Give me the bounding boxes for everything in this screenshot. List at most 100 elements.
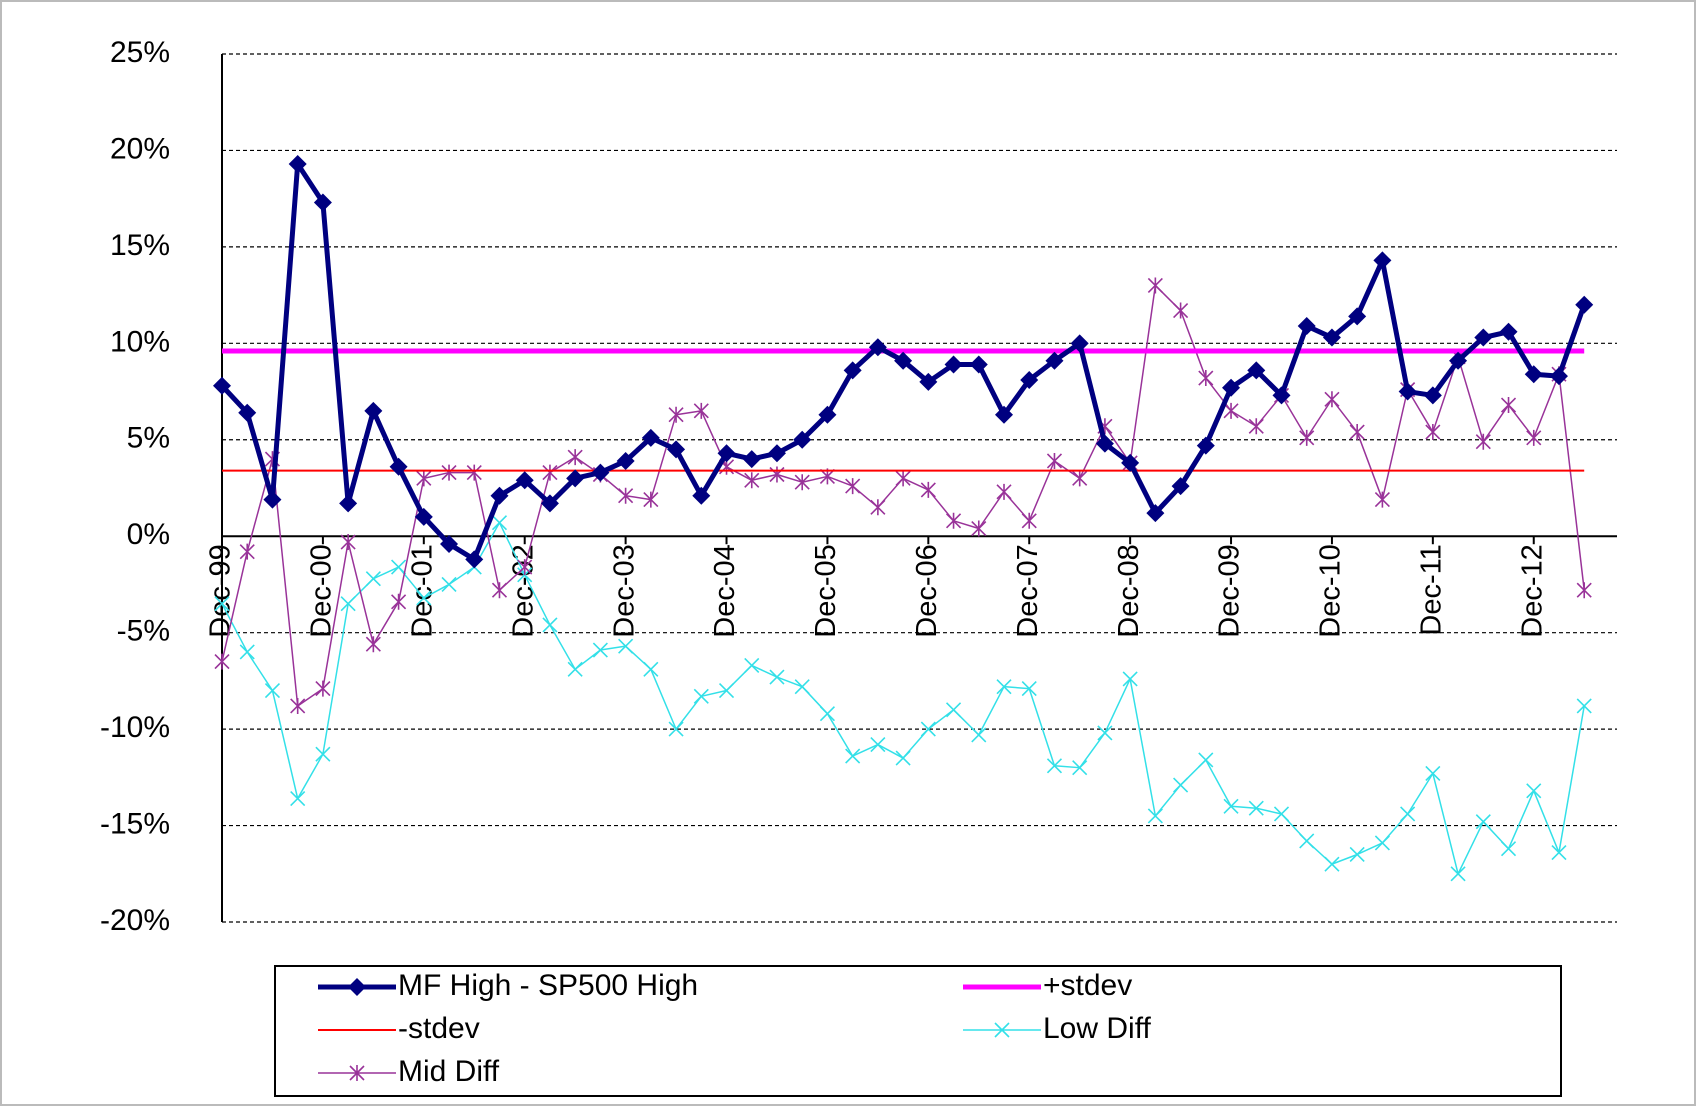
data-point (995, 405, 1014, 424)
x-tick-label: Dec-05 (810, 544, 842, 638)
legend-label: Mid Diff (398, 1055, 500, 1088)
data-point (1070, 334, 1089, 353)
legend-label: Low Diff (1043, 1012, 1151, 1045)
data-point (1299, 429, 1315, 446)
data-point (693, 402, 709, 419)
data-point (919, 372, 938, 391)
legend-label: +stdev (1043, 969, 1132, 1002)
y-tick-label: 10% (110, 325, 170, 358)
data-point (742, 450, 761, 469)
data-point (1423, 386, 1442, 405)
data-point (971, 727, 987, 743)
data-point (1248, 800, 1264, 816)
data-point (1299, 833, 1315, 849)
data-point (466, 464, 482, 481)
data-point (1173, 302, 1189, 319)
data-point (567, 661, 583, 677)
data-point (1072, 760, 1088, 776)
data-point (1021, 512, 1037, 529)
data-point (315, 746, 331, 762)
data-point (1374, 491, 1390, 508)
y-tick-label: -10% (100, 711, 170, 744)
data-point (667, 440, 686, 459)
data-point (1576, 582, 1592, 599)
data-point (315, 680, 331, 697)
y-tick-label: -15% (100, 807, 170, 840)
data-point (692, 486, 711, 505)
data-point (1373, 251, 1392, 270)
x-tick-label: Dec-03 (608, 544, 640, 638)
data-point (239, 543, 255, 560)
data-point (441, 464, 457, 481)
data-point (868, 338, 887, 357)
data-point (1526, 783, 1542, 799)
data-point (591, 463, 610, 482)
data-point (1198, 370, 1214, 387)
data-point (542, 617, 558, 633)
data-point (1475, 814, 1491, 830)
data-point (618, 487, 634, 504)
x-tick-label: Dec-11 (1416, 544, 1448, 635)
data-point (1122, 671, 1138, 687)
data-point (391, 559, 407, 575)
data-point (1524, 365, 1543, 384)
data-point (416, 590, 432, 606)
data-point (920, 481, 936, 498)
data-point (1173, 777, 1189, 793)
data-point (1046, 758, 1063, 774)
x-tick-label: Dec-09 (1214, 544, 1246, 638)
data-point (517, 559, 533, 576)
data-point (364, 401, 383, 420)
data-point (1425, 424, 1441, 441)
data-point (1374, 835, 1390, 851)
data-point (1247, 361, 1266, 380)
data-point (414, 507, 433, 526)
legend-label: -stdev (398, 1012, 480, 1045)
data-point (1349, 846, 1365, 863)
data-point (214, 596, 230, 612)
data-point (794, 474, 810, 491)
x-tick-label: Dec-00 (306, 544, 338, 638)
data-point (845, 478, 861, 495)
legend (274, 965, 1562, 1097)
data-point (290, 697, 306, 714)
data-point (491, 582, 508, 599)
data-point (542, 464, 558, 481)
legend-marker (348, 978, 366, 996)
data-point (793, 430, 812, 449)
data-point (1500, 397, 1517, 414)
data-point (794, 679, 810, 695)
data-point (1575, 295, 1594, 314)
data-point (718, 682, 735, 699)
data-point (1248, 418, 1264, 435)
legend-marker (349, 1065, 365, 1081)
data-point (313, 193, 332, 212)
data-point (618, 638, 634, 654)
data-point (969, 355, 988, 374)
data-point (1223, 798, 1239, 814)
x-tick-label: Dec-01 (406, 544, 438, 638)
data-point (239, 644, 255, 660)
x-tick-label: Dec-02 (507, 544, 539, 638)
x-tick-label: Dec-10 (1315, 544, 1347, 638)
data-point (1223, 402, 1239, 419)
data-point (996, 483, 1012, 500)
data-point (693, 688, 709, 704)
data-point (1398, 382, 1417, 401)
data-point (744, 472, 760, 489)
data-point (744, 657, 760, 674)
data-point (1500, 841, 1517, 857)
data-point (894, 351, 913, 370)
data-point (767, 444, 786, 463)
data-point (1425, 765, 1441, 782)
data-point (1272, 386, 1291, 405)
data-point (769, 669, 785, 685)
data-point (641, 428, 660, 447)
data-point (643, 491, 659, 508)
data-point (870, 736, 886, 753)
data-point (263, 490, 282, 509)
legend-label: MF High - SP500 High (398, 969, 698, 1002)
data-point (1474, 328, 1493, 347)
data-point (1072, 470, 1088, 487)
data-point (391, 593, 407, 610)
